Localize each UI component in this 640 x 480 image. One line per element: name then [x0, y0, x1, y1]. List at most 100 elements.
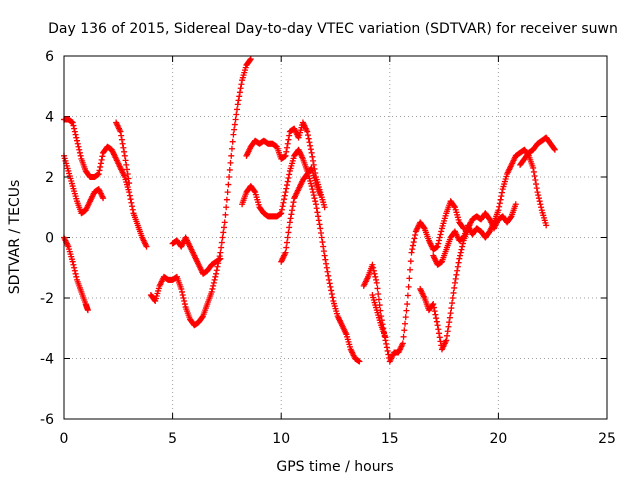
- data-point: [323, 264, 330, 271]
- data-point: [532, 177, 539, 184]
- data-point: [370, 264, 377, 271]
- x-tick-label: 5: [168, 431, 177, 447]
- data-point: [452, 275, 459, 282]
- data-point: [383, 340, 390, 347]
- axis-ticks: 0 5 10 15 20 25 -6 -4 -2 0 2 4 6: [40, 49, 616, 447]
- data-point: [309, 153, 316, 160]
- data-point: [220, 229, 227, 236]
- data-point: [458, 246, 465, 253]
- data-point: [457, 249, 464, 256]
- data-point: [407, 266, 414, 273]
- data-point: [117, 128, 124, 135]
- data-point: [534, 189, 541, 196]
- data-point: [432, 311, 439, 318]
- data-point: [70, 261, 77, 268]
- data-point: [211, 276, 218, 283]
- data-point: [222, 211, 229, 218]
- data-point: [71, 128, 78, 135]
- data-point: [125, 175, 132, 182]
- data-point: [228, 152, 235, 159]
- data-point: [447, 310, 454, 317]
- data-point: [126, 189, 133, 196]
- data-point: [129, 206, 136, 213]
- data-point: [181, 298, 188, 305]
- data-point: [212, 273, 219, 280]
- data-point: [449, 300, 456, 307]
- data-point: [76, 149, 83, 156]
- data-point: [406, 275, 413, 282]
- data-point: [284, 234, 291, 241]
- data-point: [311, 195, 318, 202]
- y-tick-label: 6: [45, 49, 54, 65]
- data-point: [375, 290, 382, 297]
- data-point: [408, 249, 415, 256]
- data-point: [181, 301, 188, 308]
- data-point: [287, 215, 294, 222]
- data-point: [451, 284, 458, 291]
- data-point: [238, 81, 245, 88]
- data-point: [279, 203, 286, 210]
- data-point: [305, 135, 312, 142]
- data-point: [283, 244, 290, 251]
- data-point: [72, 270, 79, 277]
- data-point: [374, 285, 381, 292]
- data-point: [179, 291, 186, 298]
- data-point: [285, 175, 292, 182]
- data-point: [507, 214, 514, 221]
- data-point: [284, 140, 291, 147]
- data-point: [371, 270, 378, 277]
- data-point: [445, 323, 452, 330]
- data-point: [120, 144, 127, 151]
- data-point: [72, 131, 79, 138]
- data-point: [446, 319, 453, 326]
- data-point: [237, 85, 244, 92]
- data-point: [317, 225, 324, 232]
- data-point: [285, 229, 292, 236]
- data-point: [328, 287, 335, 294]
- data-point: [433, 318, 440, 325]
- data-point: [369, 261, 376, 268]
- data-point: [122, 157, 129, 164]
- data-point: [98, 156, 105, 163]
- data-point: [128, 199, 135, 206]
- y-tick-label: 2: [45, 170, 54, 186]
- data-point: [454, 267, 461, 274]
- data-point: [236, 93, 243, 100]
- data-point: [436, 234, 443, 241]
- y-tick-label: -2: [40, 291, 54, 307]
- data-point: [308, 149, 315, 156]
- data-point: [96, 167, 103, 174]
- data-point: [512, 201, 519, 208]
- data-point: [444, 328, 451, 335]
- data-point: [320, 248, 327, 255]
- data-point: [231, 126, 238, 133]
- data-point: [99, 153, 106, 160]
- x-axis-label: GPS time / hours: [276, 459, 393, 475]
- data-point: [403, 307, 410, 314]
- data-point: [281, 196, 288, 203]
- data-point: [97, 160, 104, 167]
- data-point: [179, 288, 186, 295]
- data-point: [118, 136, 125, 143]
- data-point: [280, 199, 287, 206]
- data-point: [283, 182, 290, 189]
- data-point: [180, 295, 187, 301]
- data-point: [251, 188, 258, 195]
- chart-title: Day 136 of 2015, Sidereal Day-to-day VTE…: [48, 21, 618, 37]
- data-point: [76, 146, 83, 153]
- data-point: [84, 307, 91, 314]
- data-point: [420, 224, 427, 231]
- data-point: [210, 279, 217, 286]
- data-point: [326, 280, 333, 287]
- data-point: [69, 119, 76, 126]
- data-point: [438, 228, 445, 235]
- data-point: [285, 136, 292, 143]
- data-point: [496, 203, 503, 210]
- data-point: [437, 231, 444, 238]
- data-point: [385, 351, 392, 358]
- data-point: [74, 137, 81, 144]
- data-point: [227, 159, 234, 166]
- data-point: [443, 337, 450, 344]
- data-point: [97, 163, 104, 170]
